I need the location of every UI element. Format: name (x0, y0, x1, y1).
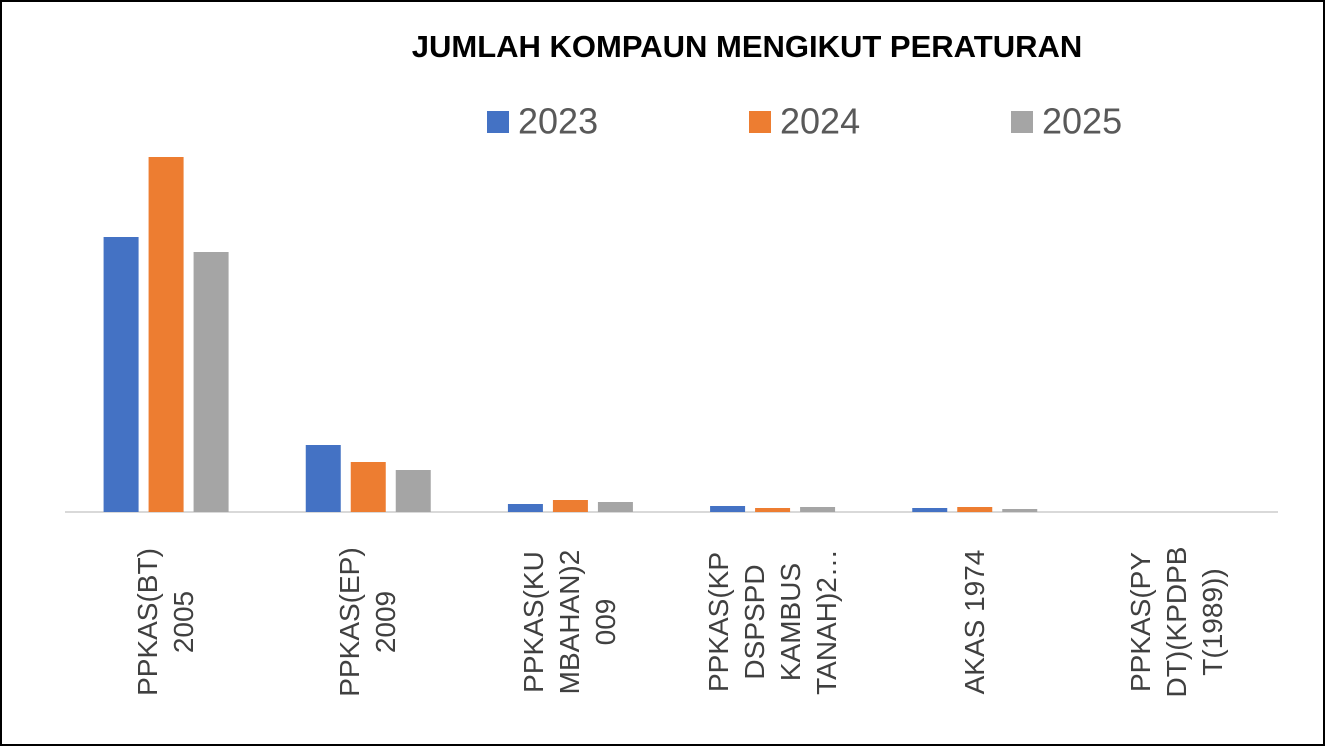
bar (350, 462, 386, 512)
legend-swatch (749, 111, 771, 133)
chart-title: JUMLAH KOMPAUN MENGIKUT PERATURAN (412, 29, 1083, 64)
x-tick-label: PPKAS(BT) 2005 (132, 548, 200, 696)
bar (912, 508, 948, 512)
bar (103, 237, 139, 512)
bar (507, 504, 543, 512)
legend-label: 2025 (1042, 101, 1122, 142)
x-tick-label: PPKAS(EP) 2009 (334, 547, 402, 697)
bar (710, 506, 746, 512)
bar (597, 502, 633, 512)
legend-swatch (1011, 111, 1033, 133)
legend-swatch (487, 111, 509, 133)
x-tick-label: PPKAS(KP DSPSPD KAMBUS TANAH)2… (702, 549, 842, 695)
bar (1002, 509, 1038, 512)
bar (755, 508, 791, 512)
bar (800, 507, 836, 512)
x-tick-label: PPKAS(PY DT)(KPDPB T(1989)) (1124, 546, 1228, 698)
bar (148, 157, 184, 512)
bar (305, 445, 341, 512)
legend-label: 2023 (518, 101, 598, 142)
legend-label: 2024 (780, 101, 860, 142)
bar (957, 507, 993, 512)
x-tick-label: AKAS 1974 (958, 549, 990, 695)
bar (552, 500, 588, 512)
bar (395, 470, 431, 512)
x-tick-label: PPKAS(KU MBAHAN)2 009 (518, 549, 622, 695)
bar (193, 252, 229, 512)
